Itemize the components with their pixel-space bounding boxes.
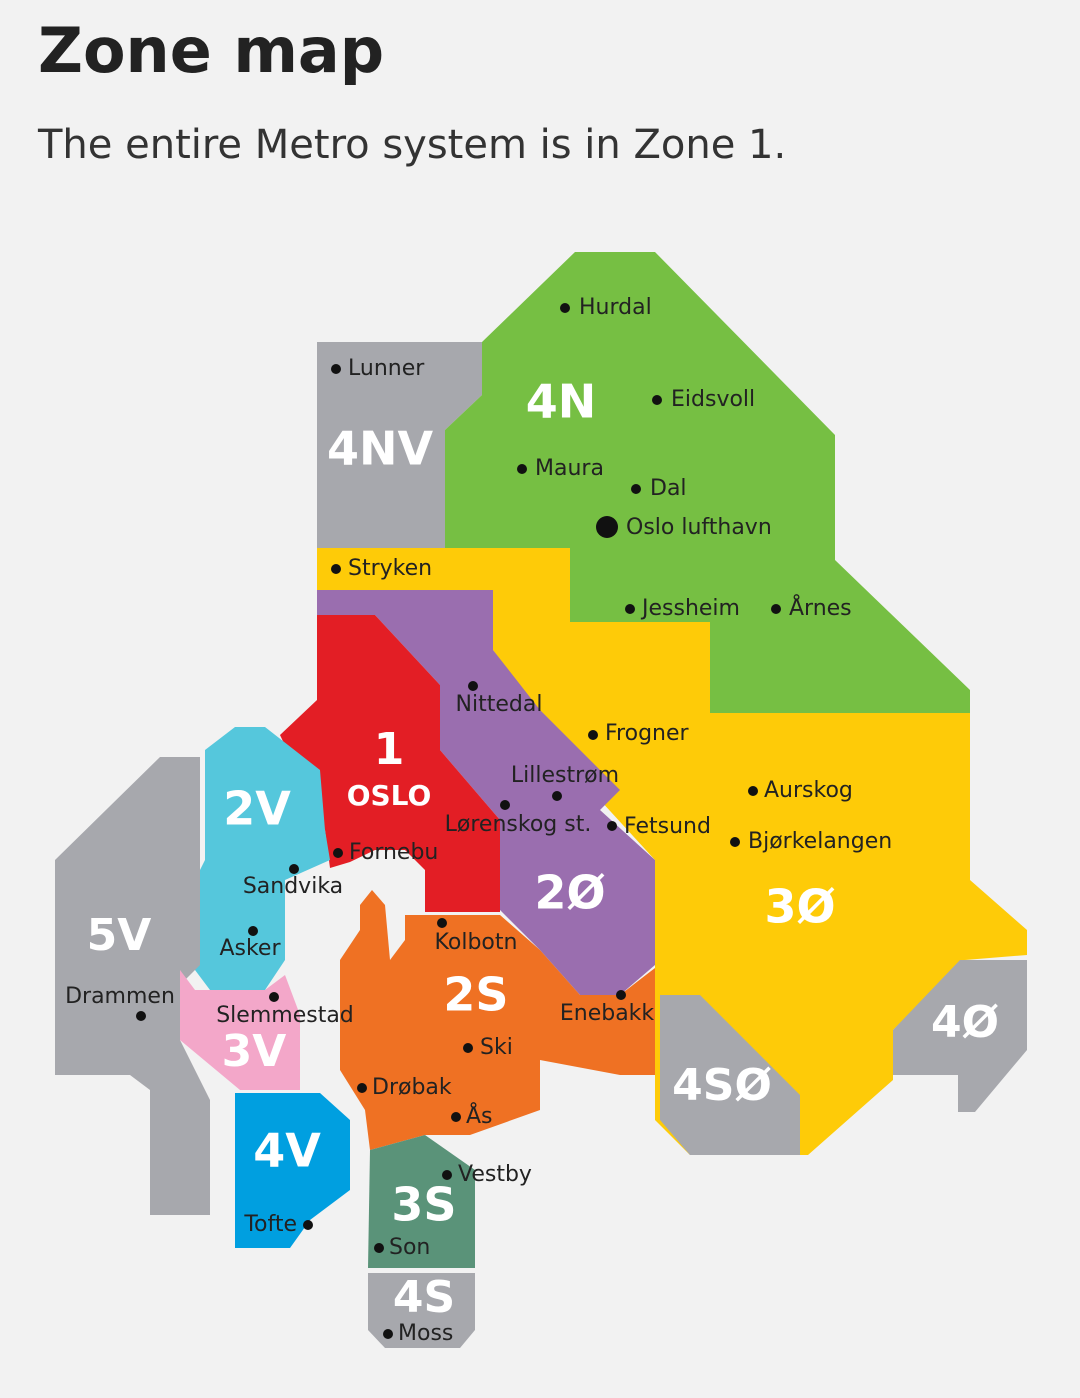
place-name: Fetsund [624,814,711,839]
place-name: Ski [480,1035,513,1060]
place-dot [631,484,641,494]
place-dot [303,1220,313,1230]
place-dot [652,395,662,405]
place-dot [560,303,570,313]
zone-label: 1 [374,724,405,775]
zone-label: 4Ø [931,997,999,1048]
place-dot [136,1011,146,1021]
place-dot [748,786,758,796]
place-dot [289,864,299,874]
zone-4nv [317,342,482,548]
place-name: Drammen [65,984,175,1009]
place-dot [607,821,617,831]
place-name: Dal [650,476,687,501]
place-dot [331,564,341,574]
place-dot [616,990,626,1000]
zone-4s [368,1273,475,1348]
place-name: Fornebu [349,840,438,865]
zone-2v [195,727,330,990]
zone-4so [660,995,800,1155]
place-dot [463,1043,473,1053]
place-dot [374,1243,384,1253]
place-dot [625,604,635,614]
zone-label: 5V [87,910,152,961]
place-dot [269,992,279,1002]
place-dot [730,837,740,847]
place-name: Lunner [348,356,425,381]
zone-label: 4NV [327,422,434,476]
place-name: Moss [398,1321,453,1346]
labels: 4N 4NV 1 OSLO 2V 5V 3V 4V 2Ø 3Ø 2S 3S 4S 4SØ 4Ø Hurdal L… [65,295,999,1346]
zone-5v [55,757,210,1215]
place-name: Maura [535,456,604,481]
zone-label: 2Ø [534,866,605,920]
place-name: Ås [466,1102,493,1129]
place-dot [517,464,527,474]
place-name: Drøbak [372,1075,452,1100]
zone-3o [317,548,1027,1155]
place-name: Vestby [458,1162,532,1187]
place-name: Jessheim [640,596,740,621]
place-name: Lillestrøm [511,763,619,788]
zone-label: 4N [526,375,597,429]
subtitle: The entire Metro system is in Zone 1. [37,122,786,168]
place-name: Bjørkelangen [748,829,892,854]
place-dot [437,918,447,928]
place-dot [331,364,341,374]
place-dot [451,1112,461,1122]
place-dot [383,1329,393,1339]
place-name: Aurskog [764,778,853,803]
place-dot [552,791,562,801]
place-name: Kolbotn [435,930,518,955]
place-dot [596,516,618,538]
zone-label: 4V [253,1124,321,1178]
place-name: Son [389,1235,430,1260]
zone-label: OSLO [347,779,432,812]
zone-label: 3S [391,1178,456,1232]
place-name: Frogner [605,721,690,746]
zones-shapes [55,252,1027,1348]
place-dot [500,800,510,810]
place-dot [442,1170,452,1180]
zone-4o [893,960,1027,1112]
place-name: Årnes [789,594,852,621]
place-name: Eidsvoll [671,387,755,412]
place-name: Oslo lufthavn [626,515,772,540]
zone-2s [340,890,655,1150]
place-name: Tofte [243,1212,297,1237]
place-name: Stryken [348,556,432,581]
place-name: Nittedal [456,692,543,717]
zone-label: 2V [223,782,291,836]
place-name: Sandvika [243,874,343,899]
zone-4n [445,252,970,713]
zone-label: 2S [443,968,508,1022]
zone-3s [368,1135,475,1268]
place-dot [248,926,258,936]
place-name: Lørenskog st. [445,812,592,837]
place-dot [333,848,343,858]
place-name: Hurdal [579,295,652,320]
zone-label: 3Ø [764,880,835,934]
zone-4v [235,1093,350,1248]
place-dot [468,681,478,691]
place-dot [588,730,598,740]
zone-1 [280,615,500,912]
zone-label: 4SØ [672,1060,772,1111]
title: Zone map [38,14,384,87]
zone-label: 3V [222,1026,287,1077]
place-dot [771,604,781,614]
zone-2o [317,590,655,995]
place-name: Asker [219,936,281,961]
place-name: Enebakk [560,1001,655,1026]
zone-label: 4S [393,1272,455,1323]
place-dot [357,1083,367,1093]
place-name: Slemmestad [216,1003,354,1028]
